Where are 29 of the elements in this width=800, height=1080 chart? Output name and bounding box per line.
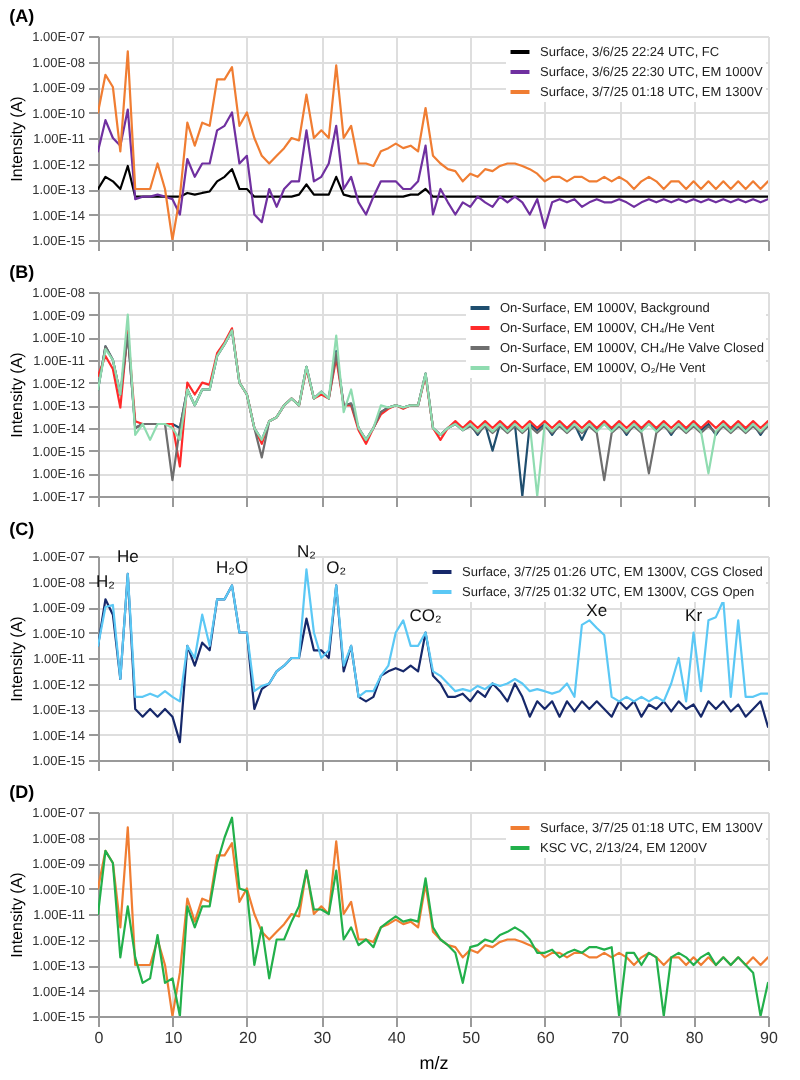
y-axis-title: Intensity (A) — [8, 871, 27, 958]
x-tick-label: 10 — [164, 1029, 184, 1047]
line-series — [98, 164, 768, 198]
annotation: O₂ — [326, 557, 347, 578]
x-tick-label: 80 — [685, 1029, 705, 1047]
x-tick-label: 70 — [611, 1029, 631, 1047]
x-tick-label: 20 — [238, 1029, 258, 1047]
chart-title: (B) — [9, 262, 35, 282]
chart-title: (A) — [9, 6, 35, 26]
annotation: Kr — [685, 604, 703, 625]
annotation: N₂ — [296, 541, 316, 562]
y-axis-title: Intensity (A) — [8, 351, 27, 438]
x-tick-label: 50 — [462, 1029, 482, 1047]
x-tick-label: 60 — [536, 1029, 556, 1047]
annotation: He — [116, 545, 140, 566]
x-tick-label: 40 — [387, 1029, 407, 1047]
y-axis-title: Intensity (A) — [8, 615, 27, 702]
x-axis-title: m/z — [419, 1053, 450, 1073]
y-axis-title: Intensity (A) — [8, 95, 27, 182]
chart-title: (D) — [9, 782, 35, 802]
annotation: Xe — [586, 600, 608, 621]
x-tick-label: 0 — [94, 1029, 105, 1047]
line-series — [98, 108, 768, 229]
x-tick-label: 90 — [760, 1029, 779, 1047]
x-tick-label: 30 — [313, 1029, 333, 1047]
chart-title: (C) — [9, 519, 35, 540]
annotation: H₂O — [215, 557, 249, 578]
annotation: H₂ — [95, 571, 115, 592]
annotation: CO₂ — [409, 604, 442, 625]
